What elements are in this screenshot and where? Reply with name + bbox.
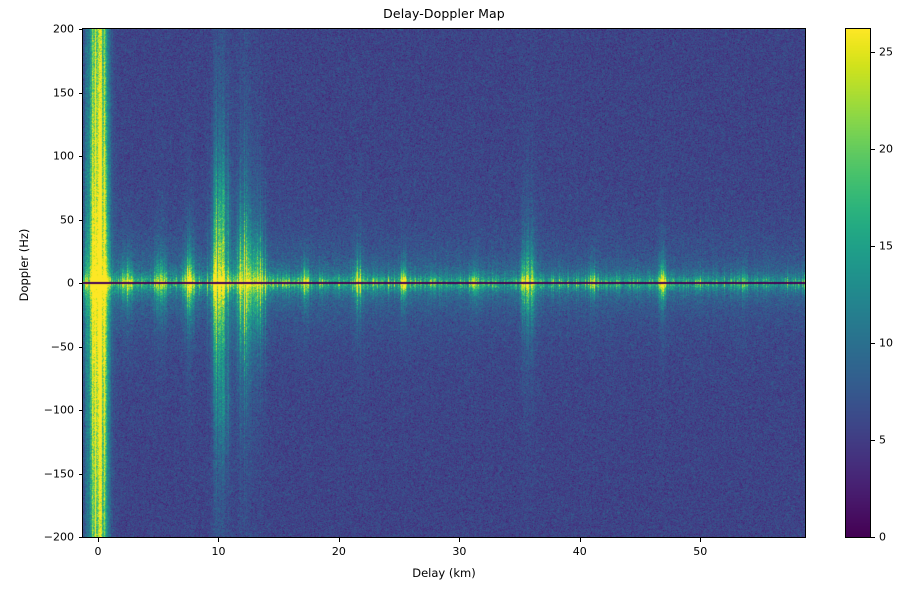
y-tick-mark <box>78 410 82 411</box>
colorbar-tick-mark <box>871 537 875 538</box>
colorbar-tick-mark <box>871 52 875 54</box>
y-tick-mark <box>78 537 82 538</box>
y-tick-label: −200 <box>43 530 74 544</box>
y-axis-label: Doppler (Hz) <box>17 228 31 302</box>
colorbar-tick-label: 25 <box>879 45 893 59</box>
colorbar-tick-label: 5 <box>879 433 886 447</box>
x-tick-mark <box>579 538 581 542</box>
y-tick-label: −50 <box>50 340 74 353</box>
colorbar-tick-label: 10 <box>879 336 893 350</box>
y-tick-label: −150 <box>43 467 74 480</box>
heatmap-image <box>83 29 805 537</box>
x-tick-mark <box>218 538 220 542</box>
x-axis-label: Delay (km) <box>412 566 476 580</box>
colorbar-tick-mark <box>871 343 875 345</box>
colorbar-tick-label: 15 <box>879 239 893 253</box>
colorbar-tick-mark <box>871 149 875 151</box>
colorbar-tick-mark <box>871 440 875 442</box>
colorbar-tick-label: 0 <box>879 530 886 544</box>
y-tick-mark <box>78 473 82 475</box>
x-tick-mark <box>700 538 702 542</box>
y-tick-mark <box>78 29 82 30</box>
y-tick-mark <box>78 346 82 348</box>
y-tick-label: 200 <box>53 22 74 36</box>
x-tick-label: 50 <box>693 545 708 558</box>
x-tick-label: 40 <box>572 545 587 558</box>
x-tick-label: 10 <box>211 545 226 558</box>
page-title: Delay-Doppler Map <box>383 6 505 21</box>
x-tick-mark <box>98 538 100 542</box>
delay-doppler-heatmap-axes[interactable] <box>82 28 806 538</box>
y-tick-label: −100 <box>43 403 74 417</box>
x-tick-label: 20 <box>331 545 346 558</box>
colorbar-tick-label: 20 <box>879 142 893 156</box>
y-tick-mark <box>78 283 82 284</box>
x-tick-label: 0 <box>94 545 102 558</box>
y-tick-label: 100 <box>53 149 74 163</box>
y-tick-mark <box>78 156 82 157</box>
y-tick-label: 150 <box>53 86 74 99</box>
colorbar[interactable] <box>845 28 871 538</box>
y-tick-mark <box>78 219 82 221</box>
y-tick-label: 0 <box>67 276 74 290</box>
colorbar-tick-mark <box>871 246 875 248</box>
x-tick-label: 30 <box>452 545 467 558</box>
y-tick-label: 50 <box>60 213 74 226</box>
colorbar-gradient <box>846 29 870 537</box>
x-tick-mark <box>338 538 340 542</box>
x-tick-mark <box>459 538 461 542</box>
y-tick-mark <box>78 92 82 94</box>
